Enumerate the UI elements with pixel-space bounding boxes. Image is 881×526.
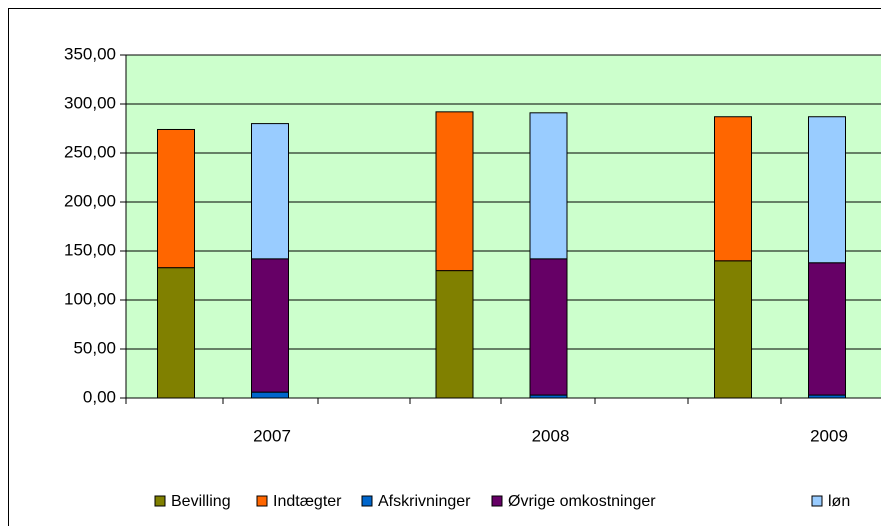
bar-segment (251, 258, 289, 393)
x-tick-label: 2009 (810, 426, 848, 445)
legend-label: Indtægter (273, 493, 342, 510)
legend-label: Bevilling (171, 493, 231, 510)
x-tick-label: 2007 (253, 426, 291, 445)
bar-segment (808, 116, 846, 264)
y-tick-label: 150,00 (64, 240, 116, 259)
legend-swatch (811, 495, 823, 507)
bar-segment (529, 258, 568, 396)
bar-segment (251, 391, 289, 399)
x-tick-label: 2008 (532, 426, 570, 445)
bar-segment (808, 262, 846, 396)
bar-segment (435, 111, 474, 272)
bar-segment (714, 116, 752, 262)
y-tick-label: 50,00 (73, 338, 116, 357)
bar-segment (157, 267, 195, 399)
bar-segment (251, 123, 289, 260)
bar-segment (714, 260, 752, 399)
y-tick-label: 350,00 (64, 44, 116, 63)
y-tick-label: 300,00 (64, 93, 116, 112)
bar-segment (157, 128, 195, 269)
legend-label: Afskrivninger (378, 493, 471, 510)
bar-segment (435, 270, 474, 399)
bar-segment (529, 112, 568, 260)
y-tick-label: 250,00 (64, 142, 116, 161)
legend-swatch (491, 495, 503, 507)
legend-label: Øvrige omkostninger (508, 493, 656, 510)
y-tick-label: 0,00 (83, 387, 116, 406)
legend-swatch (154, 495, 166, 507)
y-tick-label: 200,00 (64, 191, 116, 210)
legend-swatch (256, 495, 268, 507)
legend-label: løn (828, 493, 850, 510)
plot-area (125, 54, 881, 399)
legend-swatch (361, 495, 373, 507)
y-tick-label: 100,00 (64, 289, 116, 308)
